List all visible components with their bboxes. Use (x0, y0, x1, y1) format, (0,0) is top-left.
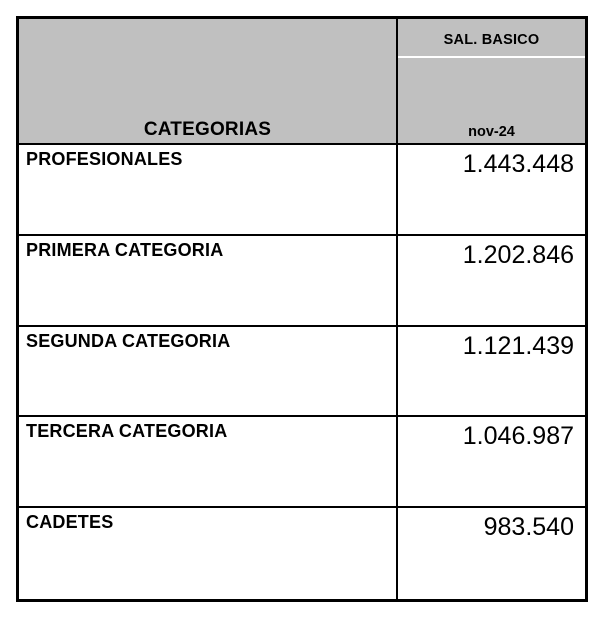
category-cell: TERCERA CATEGORIA (19, 417, 398, 509)
header-value-column-cell: SAL. BASICO nov-24 (398, 19, 585, 145)
category-cell: PRIMERA CATEGORIA (19, 235, 398, 327)
header-categories-cell: CATEGORIAS (19, 19, 398, 145)
category-cell: PROFESIONALES (19, 145, 398, 236)
value-cell: 1.121.439 (398, 327, 585, 418)
value-column-title: SAL. BASICO (398, 19, 585, 58)
category-cell: CADETES (19, 508, 398, 599)
category-cell: SEGUNDA CATEGORIA (19, 326, 398, 418)
value-cell: 983.540 (483, 513, 574, 542)
value-cell: 1.046.987 (398, 417, 585, 509)
categories-label: CATEGORIAS (143, 119, 272, 140)
header-spacer (398, 58, 585, 124)
value-column-period: nov-24 (468, 124, 515, 140)
value-cell: 1.202.846 (398, 236, 585, 327)
salary-table: CATEGORIAS SAL. BASICO nov-24 PROFESIONA… (16, 16, 588, 602)
value-cell: 1.443.448 (398, 145, 585, 236)
